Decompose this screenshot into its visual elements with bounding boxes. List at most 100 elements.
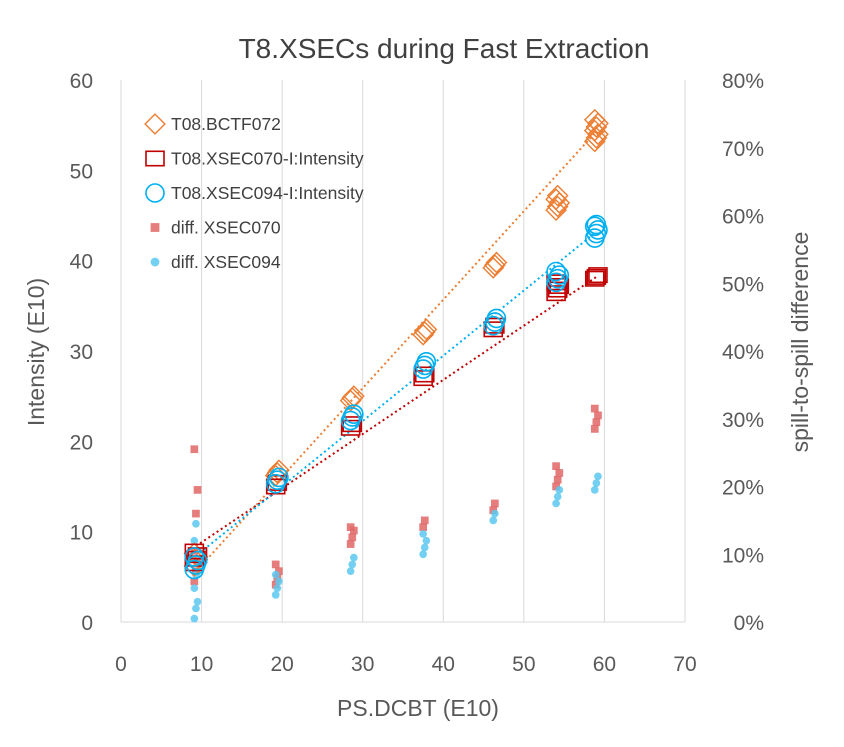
data-point bbox=[192, 604, 200, 613]
data-point bbox=[420, 516, 429, 525]
x-tick-label: 50 bbox=[512, 653, 535, 676]
y-axis-title: Intensity (E10) bbox=[23, 278, 49, 426]
legend-label: T08.XSEC070-I:Intensity bbox=[171, 149, 364, 169]
data-point bbox=[269, 467, 289, 488]
data-point bbox=[586, 268, 607, 285]
legend: T08.BCTF072 T08.XSEC070-I:Intensity T08.XS… bbox=[144, 113, 364, 272]
x-tick-label: 30 bbox=[351, 653, 374, 676]
data-point bbox=[552, 499, 560, 508]
data-point bbox=[190, 445, 199, 454]
data-point bbox=[482, 257, 505, 279]
data-point bbox=[192, 509, 200, 518]
data-point bbox=[342, 407, 363, 427]
y2-tick-label: 80% bbox=[722, 70, 764, 93]
x-tick-label: 70 bbox=[673, 653, 696, 676]
legend-label: diff. XSEC094 bbox=[171, 252, 281, 272]
data-point bbox=[346, 540, 355, 548]
data-point bbox=[489, 516, 498, 525]
data-point bbox=[340, 419, 361, 436]
data-point bbox=[555, 486, 564, 494]
data-point bbox=[592, 418, 601, 426]
series-diff. XSEC070 bbox=[190, 404, 602, 589]
x-tick-label: 20 bbox=[270, 653, 293, 676]
data-point bbox=[193, 597, 202, 606]
data-point bbox=[552, 482, 560, 491]
series-T08.XSEC070-I:Intensity bbox=[184, 267, 608, 572]
y2-tick-label: 10% bbox=[722, 544, 764, 567]
data-point bbox=[275, 577, 283, 586]
data-point bbox=[483, 254, 506, 277]
legend-marker bbox=[145, 150, 165, 167]
y-tick-label: 50 bbox=[70, 160, 93, 183]
data-points bbox=[183, 108, 609, 623]
x-tick-label: 60 bbox=[593, 653, 616, 676]
y-tick-label: 60 bbox=[70, 70, 93, 93]
data-point bbox=[592, 479, 601, 487]
trendline bbox=[195, 276, 597, 547]
legend-marker bbox=[150, 257, 160, 267]
data-point bbox=[590, 404, 599, 413]
data-point bbox=[348, 533, 357, 542]
data-point bbox=[193, 486, 202, 494]
y-tick-label: 40 bbox=[70, 251, 93, 274]
data-point bbox=[273, 584, 282, 592]
data-point bbox=[594, 411, 602, 420]
data-point bbox=[342, 385, 365, 408]
y-tick-label: 10 bbox=[70, 522, 93, 545]
data-point bbox=[583, 108, 606, 131]
data-point bbox=[486, 308, 507, 329]
data-point bbox=[584, 270, 605, 287]
y2-tick-label: 30% bbox=[722, 409, 764, 432]
data-point bbox=[590, 425, 599, 433]
x-tick-label: 40 bbox=[432, 653, 455, 676]
data-point bbox=[190, 584, 199, 592]
legend-marker bbox=[145, 183, 165, 203]
y2-tick-label: 20% bbox=[722, 477, 764, 500]
y2-tick-label: 50% bbox=[722, 273, 764, 296]
data-point bbox=[415, 318, 438, 341]
y-tick-label: 0 bbox=[81, 612, 93, 635]
data-point bbox=[546, 261, 566, 282]
data-point bbox=[348, 560, 357, 569]
trendline bbox=[195, 130, 598, 573]
data-point bbox=[553, 475, 562, 484]
y2-tick-label: 40% bbox=[722, 341, 764, 364]
data-point bbox=[422, 536, 431, 545]
data-point bbox=[555, 469, 564, 477]
y2-tick-label: 70% bbox=[722, 138, 764, 161]
x-tick-label: 0 bbox=[115, 653, 127, 676]
legend-marker bbox=[144, 113, 166, 135]
data-point bbox=[271, 591, 280, 599]
data-point bbox=[344, 404, 364, 425]
data-point bbox=[546, 184, 569, 207]
legend-label: T08.XSEC094-I:Intensity bbox=[171, 183, 364, 203]
x-tick-label: 10 bbox=[190, 653, 213, 676]
tick-labels: 0 10 20 30 40 50 60 70 0 10 20 30 40 50 60 0% 10% 20% 30% 4… bbox=[70, 70, 764, 676]
data-point bbox=[545, 199, 567, 221]
trendline bbox=[195, 230, 598, 557]
data-point bbox=[419, 550, 428, 559]
data-point bbox=[485, 251, 508, 274]
data-point bbox=[349, 553, 358, 562]
y-tick-label: 20 bbox=[70, 431, 93, 454]
y2-axis-title: spill-to-spill difference bbox=[787, 232, 813, 453]
data-point bbox=[549, 277, 570, 294]
data-point bbox=[187, 550, 208, 571]
data-point bbox=[552, 462, 560, 471]
data-point bbox=[275, 567, 283, 576]
data-point bbox=[586, 214, 607, 235]
y2-tick-label: 60% bbox=[722, 206, 764, 229]
data-point bbox=[346, 523, 355, 531]
data-point bbox=[190, 536, 199, 545]
data-point bbox=[184, 547, 205, 567]
data-point bbox=[590, 486, 599, 494]
legend-marker bbox=[150, 223, 160, 232]
data-point bbox=[412, 323, 435, 346]
trendlines bbox=[195, 130, 598, 573]
chart-title: T8.XSECs during Fast Extraction bbox=[239, 33, 650, 64]
data-point bbox=[420, 543, 429, 552]
data-point bbox=[419, 530, 428, 538]
data-point bbox=[192, 519, 200, 528]
